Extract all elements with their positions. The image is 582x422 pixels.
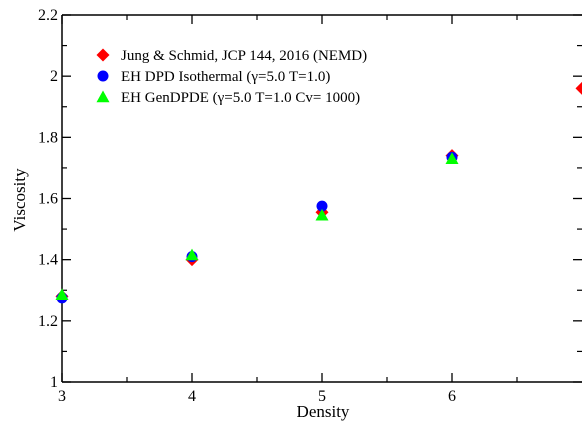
- y-tick-label: 1: [50, 374, 58, 391]
- data-point-diamond: [575, 81, 582, 95]
- y-tick-label: 2: [50, 68, 58, 85]
- legend-marker-circle: [97, 70, 109, 82]
- x-axis-label: Density: [297, 402, 350, 421]
- x-tick-label: 6: [448, 388, 456, 405]
- legend-label: EH GenDPDE (γ=5.0 T=1.0 Cv= 1000): [121, 90, 360, 106]
- data-point-triangle: [445, 152, 459, 164]
- y-tick-label: 1.4: [38, 252, 58, 269]
- data-point-triangle: [185, 248, 199, 261]
- legend-marker-diamond: [96, 48, 110, 62]
- x-tick-label: 5: [318, 388, 326, 405]
- tick-labels: 1 1.2 1.4 1.6 1.8 2 2.2 3 4 5 6: [38, 7, 456, 405]
- x-tick-label: 3: [58, 388, 66, 405]
- x-tick-label: 4: [188, 388, 196, 405]
- data-point-triangle: [315, 208, 329, 221]
- y-tick-label: 1.6: [38, 191, 58, 208]
- ticks: [61, 14, 582, 383]
- series-2: [56, 151, 458, 304]
- legend-label: EH DPD Isothermal (γ=5.0 T=1.0): [121, 69, 330, 85]
- data-point-circle: [316, 200, 328, 212]
- data-markers: [55, 81, 582, 304]
- series-1: [55, 81, 582, 303]
- y-tick-label: 1.8: [38, 129, 58, 146]
- y-axis-label: Viscosity: [10, 168, 29, 232]
- series-3: [55, 152, 459, 301]
- data-point-triangle: [55, 288, 69, 301]
- legend-marker-triangle: [96, 90, 110, 103]
- legend-label: Jung & Schmid, JCP 144, 2016 (NEMD): [121, 48, 367, 64]
- y-tick-label: 2.2: [38, 7, 58, 24]
- legend: Jung & Schmid, JCP 144, 2016 (NEMD) EH DP…: [96, 48, 367, 106]
- y-tick-label: 1.2: [38, 313, 58, 330]
